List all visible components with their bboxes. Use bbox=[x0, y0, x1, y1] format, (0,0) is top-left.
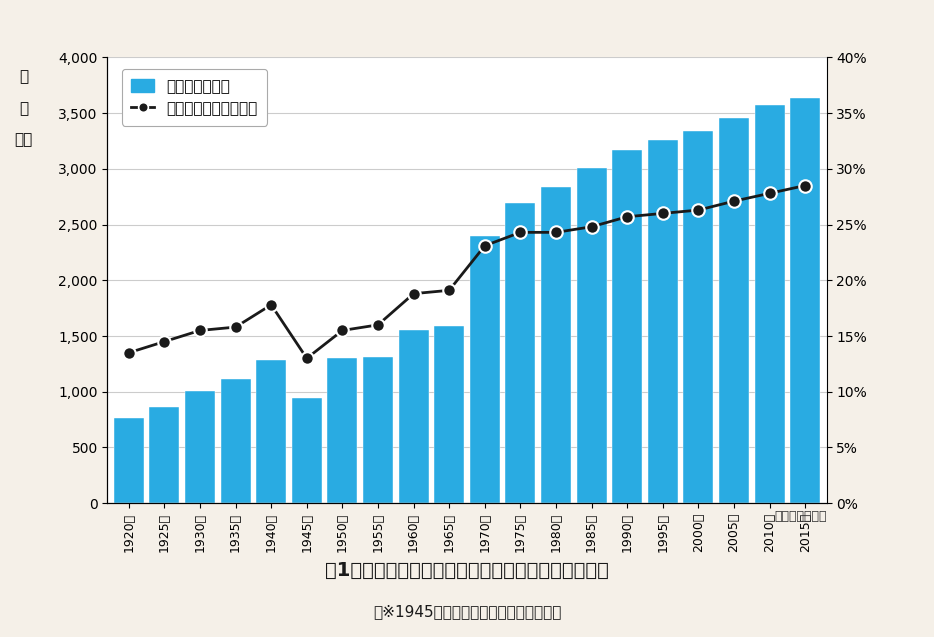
Bar bbox=[114, 418, 144, 503]
Bar bbox=[648, 140, 678, 503]
Bar bbox=[470, 236, 500, 503]
Bar bbox=[719, 118, 749, 503]
Bar bbox=[220, 379, 250, 503]
Bar bbox=[149, 407, 179, 503]
Text: （: （ bbox=[19, 69, 28, 84]
Text: 人）: 人） bbox=[14, 132, 33, 148]
Bar bbox=[505, 203, 535, 503]
Bar bbox=[684, 131, 714, 503]
Bar bbox=[256, 360, 286, 503]
Bar bbox=[434, 326, 464, 503]
Text: 万: 万 bbox=[19, 101, 28, 116]
Bar bbox=[790, 98, 820, 503]
Text: （※1945年は沖縄県の人口を含まない）: （※1945年は沖縄県の人口を含まない） bbox=[373, 604, 561, 619]
Bar bbox=[363, 357, 393, 503]
Bar bbox=[613, 150, 643, 503]
Bar bbox=[541, 187, 571, 503]
Bar bbox=[755, 105, 785, 503]
Text: 資料：国勢調査: 資料：国勢調査 bbox=[774, 510, 827, 522]
Bar bbox=[576, 168, 606, 503]
Legend: 東京圏の総人口, 全国人口に占める割合: 東京圏の総人口, 全国人口に占める割合 bbox=[122, 69, 267, 125]
Bar bbox=[185, 391, 215, 503]
Bar bbox=[399, 331, 429, 503]
Text: 図1　東京圏の総人口と全国人口に占める割合の推移: 図1 東京圏の総人口と全国人口に占める割合の推移 bbox=[325, 561, 609, 580]
Bar bbox=[328, 358, 358, 503]
Bar bbox=[291, 398, 321, 503]
